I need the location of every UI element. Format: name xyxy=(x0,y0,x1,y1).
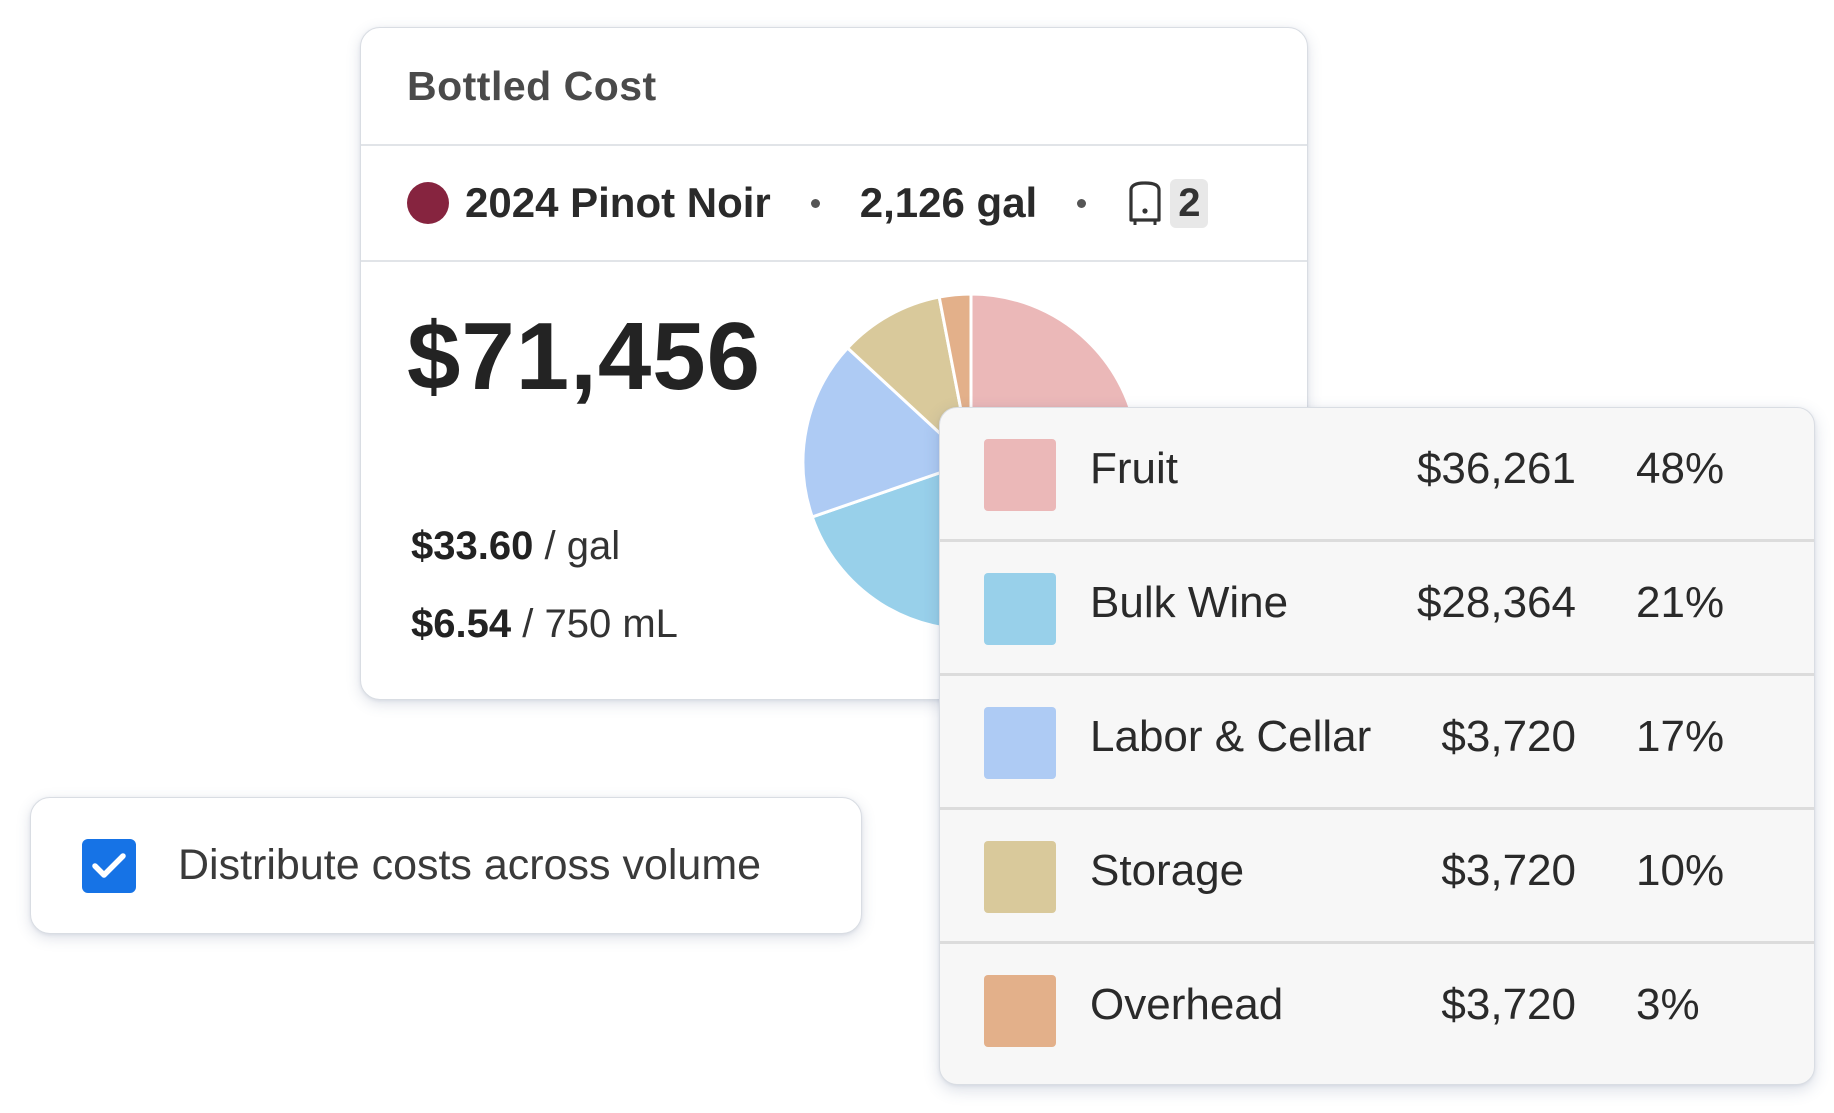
cost-per-gallon: $33.60 / gal xyxy=(411,524,620,569)
legend-swatch xyxy=(984,841,1056,913)
cost-per-gallon-value: $33.60 xyxy=(411,524,534,568)
legend-row: Bulk Wine $28,364 21% xyxy=(940,542,1814,676)
legend-label: Storage xyxy=(1090,846,1245,895)
legend-percent: 21% xyxy=(1636,578,1725,627)
legend-swatch xyxy=(984,707,1056,779)
legend-percent: 48% xyxy=(1636,444,1725,493)
legend-row: Storage $3,720 10% xyxy=(940,810,1814,944)
pie-slice-labor-cellar xyxy=(801,345,974,519)
legend-amount: $3,720 xyxy=(1441,980,1576,1029)
card-title: Bottled Cost xyxy=(407,62,657,109)
lot-volume: 2,126 gal xyxy=(859,179,1038,226)
legend-percent: 17% xyxy=(1636,712,1725,761)
legend-row: Overhead $3,720 3% xyxy=(940,944,1814,1084)
cost-per-gallon-unit: / gal xyxy=(544,524,621,568)
tank-icon xyxy=(1129,181,1161,225)
cost-per-bottle-value: $6.54 xyxy=(411,602,512,646)
legend-swatch xyxy=(984,573,1056,645)
lot-summary: 2024 Pinot Noir 2,126 gal 2 xyxy=(361,146,1307,262)
legend-amount: $3,720 xyxy=(1441,712,1576,761)
legend-swatch xyxy=(984,975,1056,1047)
wine-color-dot xyxy=(407,182,449,224)
distribute-costs-label: Distribute costs across volume xyxy=(178,841,762,889)
legend-label: Fruit xyxy=(1090,444,1178,493)
total-cost: $71,456 xyxy=(407,303,762,410)
legend-row: Fruit $36,261 48% xyxy=(940,408,1814,542)
legend-percent: 3% xyxy=(1636,980,1700,1029)
separator-dot xyxy=(1077,198,1087,208)
separator-dot xyxy=(810,198,820,208)
legend-percent: 10% xyxy=(1636,846,1725,895)
legend-row: Labor & Cellar $3,720 17% xyxy=(940,676,1814,810)
legend-amount: $36,261 xyxy=(1416,444,1576,493)
vessel-count-badge: 2 xyxy=(1170,178,1209,228)
cost-per-bottle: $6.54 / 750 mL xyxy=(411,602,678,647)
card-header: Bottled Cost xyxy=(361,28,1307,146)
legend-label: Overhead xyxy=(1090,980,1284,1029)
legend-amount: $28,364 xyxy=(1416,578,1576,627)
cost-breakdown-legend: Fruit $36,261 48% Bulk Wine $28,364 21% Labor … xyxy=(939,407,1815,1085)
distribute-costs-card: Distribute costs across volume xyxy=(30,797,862,934)
legend-label: Labor & Cellar xyxy=(1090,712,1372,761)
checkmark-icon xyxy=(92,852,126,878)
cost-per-bottle-unit: / 750 mL xyxy=(522,602,678,646)
distribute-costs-checkbox[interactable] xyxy=(82,838,136,893)
legend-amount: $3,720 xyxy=(1441,846,1576,895)
wine-name: 2024 Pinot Noir xyxy=(465,179,771,226)
legend-label: Bulk Wine xyxy=(1090,578,1289,627)
legend-swatch xyxy=(984,439,1056,511)
